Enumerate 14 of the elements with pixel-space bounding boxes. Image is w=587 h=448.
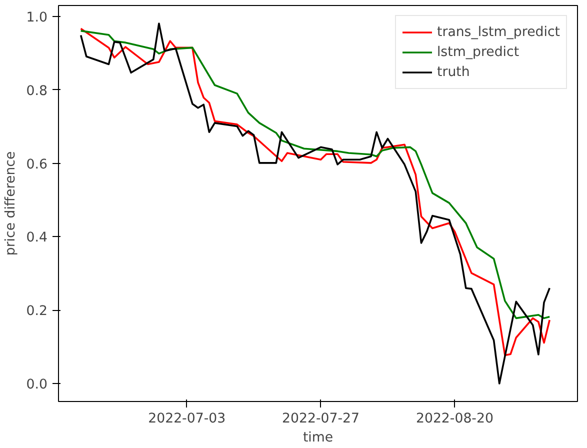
- x-tick-label: 2022-07-27: [282, 412, 360, 426]
- y-tick-label: 1.0: [26, 10, 48, 26]
- legend-label: trans_lstm_predict: [436, 24, 560, 40]
- x-tick-label: 2022-07-03: [148, 412, 226, 426]
- y-tick-label: 0.6: [26, 157, 48, 172]
- legend-label: lstm_predict: [436, 44, 520, 60]
- y-tick-label: 0.2: [26, 304, 48, 320]
- x-axis-title: time: [302, 430, 334, 446]
- y-axis-title: price difference: [3, 151, 18, 256]
- y-tick-label: 0.0: [26, 378, 48, 393]
- y-tick-label: 0.4: [26, 230, 48, 246]
- y-tick-label: 0.8: [26, 84, 48, 99]
- legend-label: truth: [436, 64, 470, 80]
- x-tick-label: 2022-08-20: [416, 412, 494, 426]
